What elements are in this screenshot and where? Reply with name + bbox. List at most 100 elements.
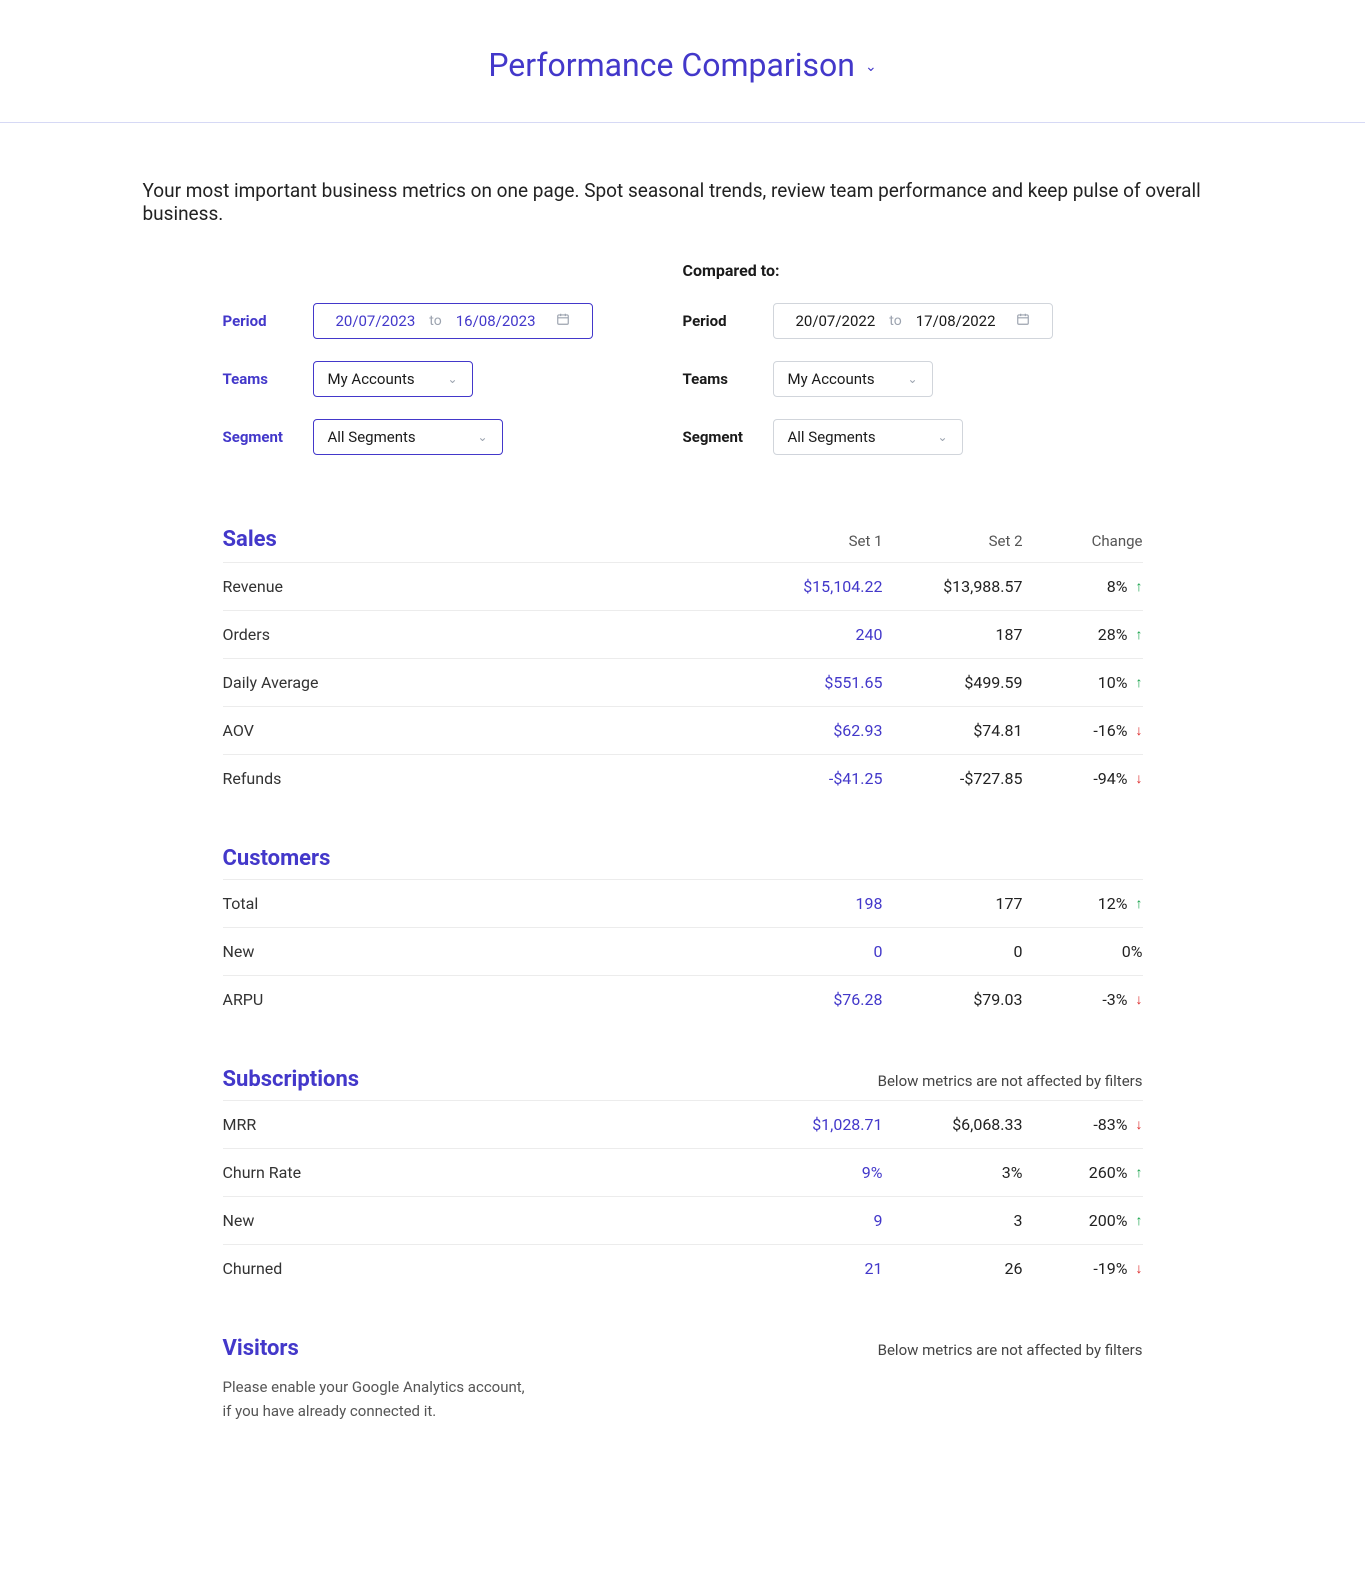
metric-set1[interactable]: $15,104.22 (743, 577, 883, 596)
metric-change: 8%↑ (1023, 577, 1143, 596)
table-row: AOV$62.93$74.81-16%↓ (223, 706, 1143, 754)
metric-set1[interactable]: $62.93 (743, 721, 883, 740)
compared-to-label: Compared to: (683, 261, 1143, 285)
table-row: New000% (223, 927, 1143, 975)
table-row: New93200%↑ (223, 1196, 1143, 1244)
metric-set1[interactable]: 198 (743, 894, 883, 913)
teams-value: My Accounts (788, 370, 875, 388)
period-label-right: Period (683, 312, 773, 330)
table-row: Refunds-$41.25-$727.85-94%↓ (223, 754, 1143, 802)
metric-set2: $13,988.57 (883, 577, 1023, 596)
metric-change: 0% (1023, 942, 1143, 961)
col-set2: Set 2 (883, 532, 1023, 550)
arrow-up-icon: ↑ (1136, 674, 1143, 691)
metric-set2: 26 (883, 1259, 1023, 1278)
table-row: Daily Average$551.65$499.5910%↑ (223, 658, 1143, 706)
period-picker-left[interactable]: 20/07/2023 to 16/08/2023 (313, 303, 593, 339)
section-customers: Customers Total19817712%↑New000%ARPU$76.… (223, 846, 1143, 1023)
metric-label: ARPU (223, 990, 743, 1009)
metric-set1[interactable]: 9 (743, 1211, 883, 1230)
metric-change: -19%↓ (1023, 1259, 1143, 1278)
arrow-up-icon: ↑ (1136, 1212, 1143, 1229)
metric-set1[interactable]: $551.65 (743, 673, 883, 692)
teams-select-left[interactable]: My Accounts ⌄ (313, 361, 473, 397)
metric-label: Churned (223, 1259, 743, 1278)
date-from: 20/07/2022 (795, 312, 875, 330)
metric-change: 10%↑ (1023, 673, 1143, 692)
section-subscriptions: Subscriptions Below metrics are not affe… (223, 1067, 1143, 1292)
date-from: 20/07/2023 (335, 312, 415, 330)
col-change: Change (1023, 532, 1143, 550)
teams-label-right: Teams (683, 370, 773, 388)
segment-value: All Segments (328, 428, 416, 446)
date-to-word: to (429, 313, 441, 329)
date-to: 16/08/2023 (456, 312, 536, 330)
section-sales: Sales Set 1 Set 2 Change Revenue$15,104.… (223, 517, 1143, 802)
metric-label: Total (223, 894, 743, 913)
date-to: 17/08/2022 (916, 312, 996, 330)
metric-set2: 177 (883, 894, 1023, 913)
table-row: ARPU$76.28$79.03-3%↓ (223, 975, 1143, 1023)
metric-label: Refunds (223, 769, 743, 788)
table-row: MRR$1,028.71$6,068.33-83%↓ (223, 1100, 1143, 1148)
teams-label-left: Teams (223, 370, 313, 388)
metric-change: -94%↓ (1023, 769, 1143, 788)
segment-label-right: Segment (683, 428, 773, 446)
arrow-down-icon: ↓ (1136, 722, 1143, 739)
metric-label: MRR (223, 1115, 743, 1134)
metric-label: Daily Average (223, 673, 743, 692)
arrow-up-icon: ↑ (1136, 626, 1143, 643)
metric-set1[interactable]: 9% (743, 1163, 883, 1182)
sales-title: Sales (223, 527, 743, 552)
table-row: Orders24018728%↑ (223, 610, 1143, 658)
metric-set2: 187 (883, 625, 1023, 644)
metric-change: 260%↑ (1023, 1163, 1143, 1182)
metric-set1[interactable]: -$41.25 (743, 769, 883, 788)
metric-change: 200%↑ (1023, 1211, 1143, 1230)
page-title-dropdown[interactable]: Performance Comparison ⌄ (488, 46, 876, 84)
metric-label: Orders (223, 625, 743, 644)
metric-set2: $74.81 (883, 721, 1023, 740)
page-intro: Your most important business metrics on … (143, 123, 1223, 261)
arrow-down-icon: ↓ (1136, 991, 1143, 1008)
page-title: Performance Comparison (488, 46, 855, 84)
period-label-left: Period (223, 312, 313, 330)
arrow-up-icon: ↑ (1136, 1164, 1143, 1181)
metric-set2: $6,068.33 (883, 1115, 1023, 1134)
visitors-empty-line1: Please enable your Google Analytics acco… (223, 1375, 583, 1399)
metric-set2: 3% (883, 1163, 1023, 1182)
period-picker-right[interactable]: 20/07/2022 to 17/08/2022 (773, 303, 1053, 339)
segment-select-left[interactable]: All Segments ⌄ (313, 419, 503, 455)
table-row: Total19817712%↑ (223, 879, 1143, 927)
chevron-down-icon: ⌄ (477, 430, 487, 444)
metric-label: New (223, 1211, 743, 1230)
metric-set1[interactable]: $76.28 (743, 990, 883, 1009)
chevron-down-icon: ⌄ (937, 430, 947, 444)
metric-change: -3%↓ (1023, 990, 1143, 1009)
segment-label-left: Segment (223, 428, 313, 446)
arrow-down-icon: ↓ (1136, 1260, 1143, 1277)
metric-change: 28%↑ (1023, 625, 1143, 644)
metric-set1[interactable]: 240 (743, 625, 883, 644)
metric-label: Revenue (223, 577, 743, 596)
metric-set1[interactable]: 0 (743, 942, 883, 961)
metric-label: AOV (223, 721, 743, 740)
metric-set2: $79.03 (883, 990, 1023, 1009)
teams-value: My Accounts (328, 370, 415, 388)
metric-set2: 3 (883, 1211, 1023, 1230)
metric-change: -16%↓ (1023, 721, 1143, 740)
metric-change: -83%↓ (1023, 1115, 1143, 1134)
subscriptions-title: Subscriptions (223, 1067, 360, 1092)
teams-select-right[interactable]: My Accounts ⌄ (773, 361, 933, 397)
table-row: Churn Rate9%3%260%↑ (223, 1148, 1143, 1196)
metric-set2: $499.59 (883, 673, 1023, 692)
metric-set1[interactable]: 21 (743, 1259, 883, 1278)
metric-set1[interactable]: $1,028.71 (743, 1115, 883, 1134)
arrow-up-icon: ↑ (1136, 578, 1143, 595)
visitors-title: Visitors (223, 1336, 299, 1361)
subscriptions-note: Below metrics are not affected by filter… (878, 1072, 1143, 1090)
segment-select-right[interactable]: All Segments ⌄ (773, 419, 963, 455)
chevron-down-icon: ⌄ (907, 372, 917, 386)
metric-set2: -$727.85 (883, 769, 1023, 788)
customers-title: Customers (223, 846, 331, 871)
